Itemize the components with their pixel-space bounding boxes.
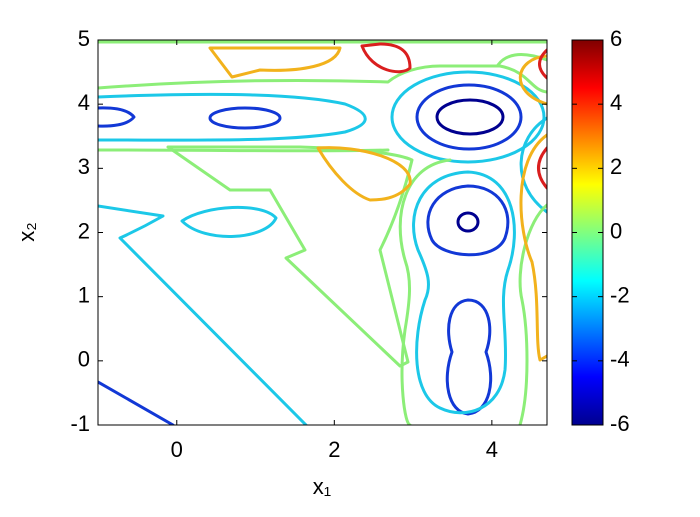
contour <box>518 54 547 106</box>
contour <box>519 133 547 362</box>
x-tick-label: 2 <box>328 437 340 462</box>
y-tick-label: 3 <box>78 154 90 179</box>
x-tick-label: 0 <box>171 437 183 462</box>
contour <box>519 116 547 214</box>
contour <box>412 170 516 415</box>
contour <box>98 64 547 94</box>
x-axis-label: x₁ <box>313 474 331 499</box>
y-tick-label: -1 <box>70 411 90 436</box>
contour <box>208 46 342 79</box>
contour <box>415 83 523 151</box>
colorbar-tick-label: -4 <box>610 347 630 372</box>
contour-lines <box>98 40 547 425</box>
contour <box>456 211 480 233</box>
contour <box>98 380 175 425</box>
contour <box>398 158 547 425</box>
y-axis-label: x₂ <box>14 222 39 242</box>
y-tick-label: 0 <box>78 347 90 372</box>
contour <box>445 298 493 416</box>
colorbar-tick-label: -6 <box>610 411 630 436</box>
y-tick-label: 4 <box>78 90 90 115</box>
contour <box>537 146 547 190</box>
contour <box>390 70 546 164</box>
colorbar-tick-label: 0 <box>610 218 622 243</box>
contour <box>166 145 414 368</box>
colorbar-tick-label: 6 <box>610 26 622 51</box>
contour <box>538 48 547 80</box>
contour <box>208 106 282 130</box>
contour <box>98 92 367 142</box>
plot-frame <box>97 39 548 426</box>
colorbar-tick-label: -2 <box>610 282 630 307</box>
y-tick-label: 2 <box>78 218 90 243</box>
colorbar-tick-label: 4 <box>610 90 622 115</box>
y-tick-label: 5 <box>78 26 90 51</box>
contour <box>98 204 308 425</box>
contour <box>98 106 136 128</box>
x-tick-label: 4 <box>486 437 498 462</box>
contour <box>360 42 412 74</box>
colorbar-tick-label: 2 <box>610 154 622 179</box>
contour <box>180 205 278 238</box>
y-tick-label: 1 <box>78 282 90 307</box>
contour <box>435 98 505 136</box>
contour <box>316 146 412 202</box>
contour <box>426 184 510 257</box>
